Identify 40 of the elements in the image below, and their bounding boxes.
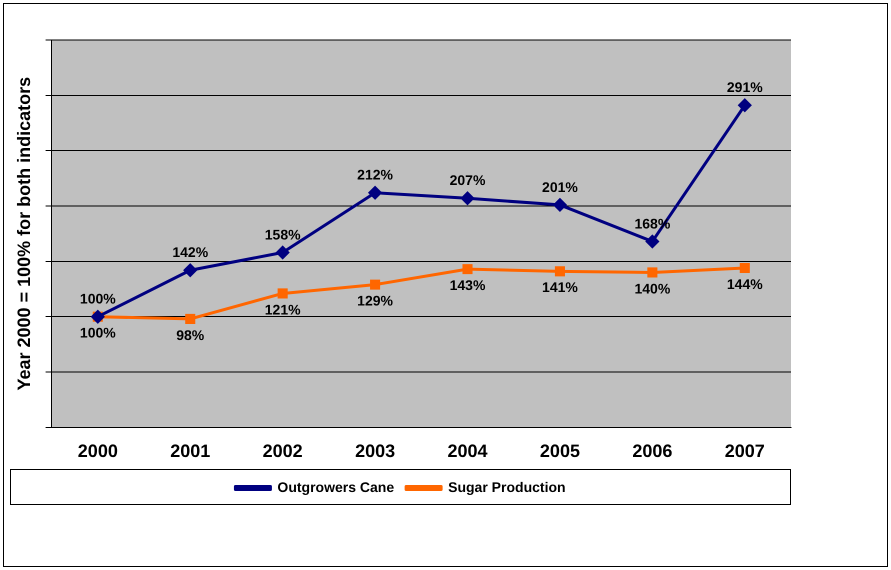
point [554,266,565,276]
data-label: 143% [450,276,486,293]
x-tick-label: 2004 [447,441,488,462]
point [184,264,197,277]
point [646,234,659,248]
y-axis-title: Year 2000 = 100% for both indicators [14,76,34,391]
point [185,314,196,324]
x-tick-label: 2000 [78,441,118,462]
data-label: 140% [634,280,671,296]
data-label: 201% [542,178,578,195]
point [278,288,288,299]
data-label: 212% [357,166,394,183]
data-label: 291% [726,79,764,96]
x-tick-label: 2006 [632,441,672,462]
point [368,186,382,200]
data-label: 100% [80,324,116,341]
data-label: 158% [264,226,302,242]
x-tick-label: 2002 [262,441,303,462]
x-tick-label: 2007 [724,441,765,462]
point [370,280,380,290]
data-label: 100% [80,290,116,307]
x-tick-label: 2001 [170,441,210,462]
data-label: 144% [726,276,764,292]
point [553,198,566,212]
data-label: 141% [542,279,578,296]
data-label: 129% [357,292,394,308]
point [276,246,290,260]
legend-label: Sugar Production [448,478,566,495]
data-label: 142% [172,244,209,260]
point [647,267,658,278]
point [461,192,474,205]
point [462,264,473,274]
data-label: 207% [450,172,486,188]
x-tick-label: 2005 [540,441,580,462]
point [738,98,752,112]
x-tick-label: 2003 [355,441,396,462]
legend-label: Outgrowers Cane [277,478,394,495]
point [740,262,750,274]
data-label: 98% [176,326,205,343]
data-label: 121% [264,301,302,318]
